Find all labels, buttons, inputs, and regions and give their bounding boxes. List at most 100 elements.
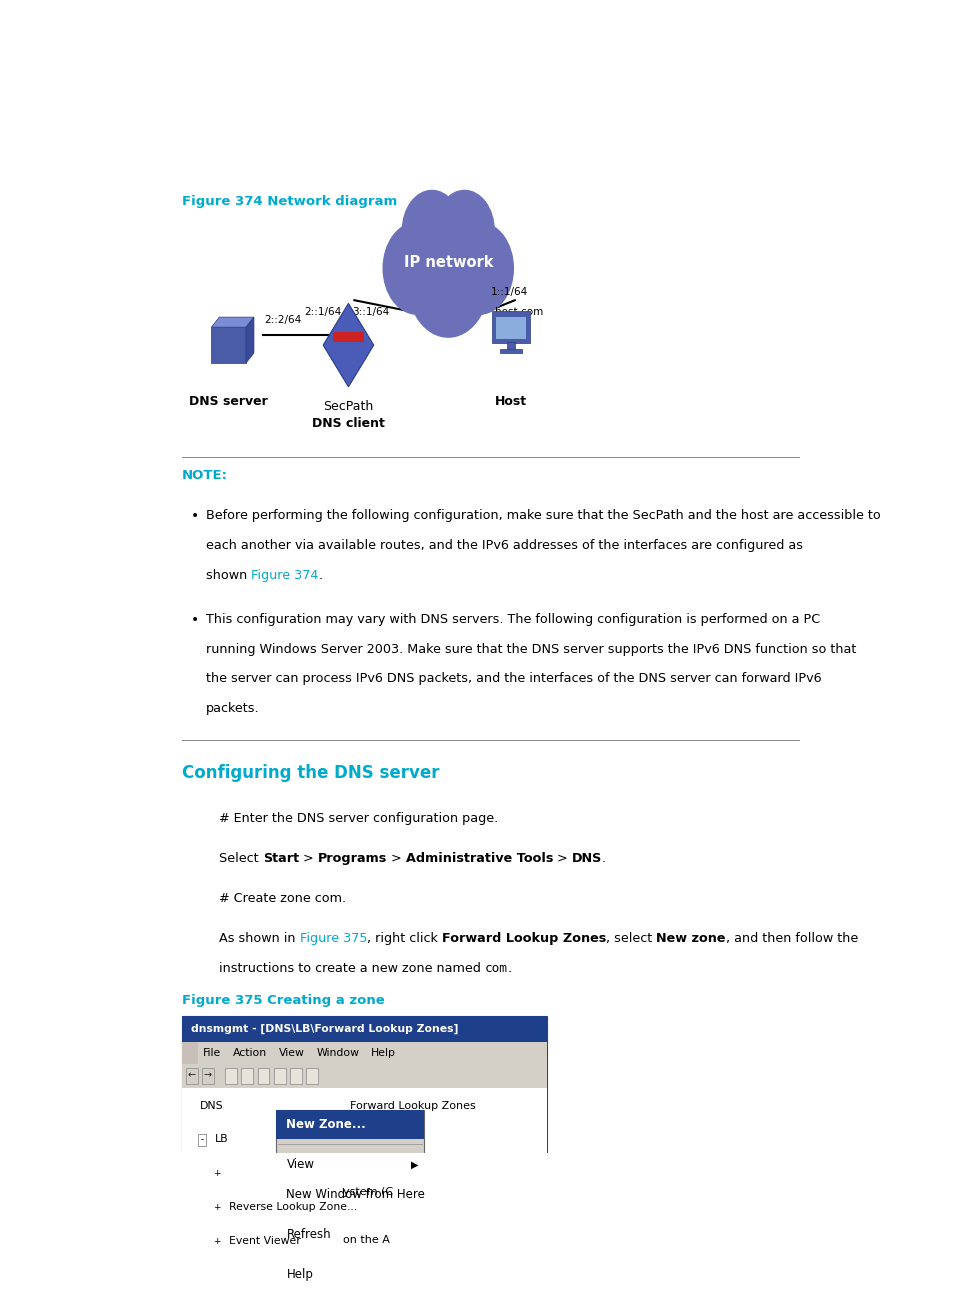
FancyBboxPatch shape (507, 342, 515, 351)
Text: 3::1/64: 3::1/64 (352, 307, 389, 318)
Text: dnsmgmt - [DNS\LB\Forward Lookup Zones]: dnsmgmt - [DNS\LB\Forward Lookup Zones] (191, 1024, 457, 1034)
Text: Figure 375 Creating a zone: Figure 375 Creating a zone (182, 994, 384, 1007)
FancyBboxPatch shape (499, 350, 521, 353)
FancyBboxPatch shape (213, 1169, 221, 1181)
Text: File: File (203, 1047, 221, 1058)
Circle shape (383, 223, 451, 314)
FancyBboxPatch shape (274, 1068, 285, 1083)
FancyBboxPatch shape (306, 1068, 317, 1083)
Text: ▶: ▶ (411, 1160, 417, 1169)
FancyBboxPatch shape (213, 1203, 221, 1214)
Text: Figure 374: Figure 374 (251, 569, 318, 582)
Polygon shape (323, 303, 374, 386)
Text: , select: , select (605, 932, 656, 945)
Text: w Zone: w Zone (342, 1139, 383, 1150)
Text: +: + (213, 1236, 220, 1245)
FancyBboxPatch shape (212, 327, 246, 363)
Polygon shape (333, 332, 363, 342)
Text: Host: Host (495, 395, 527, 408)
Text: ystem (C: ystem (C (342, 1187, 393, 1198)
Text: 729: 729 (476, 1117, 501, 1131)
FancyBboxPatch shape (275, 1109, 423, 1290)
FancyBboxPatch shape (182, 1016, 546, 1296)
Text: 1::1/64: 1::1/64 (490, 288, 527, 297)
FancyBboxPatch shape (225, 1068, 236, 1083)
Text: DNS server: DNS server (189, 395, 268, 408)
Text: instructions to create a new zone named: instructions to create a new zone named (219, 962, 484, 975)
Text: , right click: , right click (367, 932, 441, 945)
Text: >: > (298, 851, 317, 864)
Text: Reverse Lookup Zone...: Reverse Lookup Zone... (229, 1203, 357, 1212)
Text: SecPath: SecPath (323, 400, 374, 413)
Text: on the A: on the A (342, 1235, 389, 1245)
FancyBboxPatch shape (257, 1068, 269, 1083)
Text: Forward Lookup Zones: Forward Lookup Zones (229, 1169, 353, 1178)
Text: •: • (191, 509, 199, 522)
Circle shape (407, 227, 488, 337)
Text: .: . (601, 851, 605, 864)
Polygon shape (246, 318, 253, 363)
Text: •: • (191, 613, 199, 626)
FancyBboxPatch shape (213, 1236, 221, 1248)
Text: DNS: DNS (571, 851, 601, 864)
Text: Help: Help (371, 1047, 395, 1058)
Text: # Create zone com.: # Create zone com. (219, 892, 346, 905)
Text: com: com (484, 962, 507, 975)
FancyBboxPatch shape (202, 1068, 213, 1083)
FancyBboxPatch shape (184, 1164, 336, 1186)
Text: LB: LB (214, 1134, 228, 1144)
Text: Refresh: Refresh (286, 1227, 331, 1240)
Text: # Enter the DNS server configuration page.: # Enter the DNS server configuration pag… (219, 813, 497, 826)
FancyBboxPatch shape (197, 1134, 206, 1147)
Text: , and then follow the: , and then follow the (725, 932, 858, 945)
Text: View: View (278, 1047, 304, 1058)
Text: .: . (318, 569, 322, 582)
Text: .: . (507, 962, 512, 975)
FancyBboxPatch shape (290, 1068, 301, 1083)
Text: Before performing the following configuration, make sure that the SecPath and th: Before performing the following configur… (206, 509, 880, 522)
Text: Administrative Tools: Administrative Tools (405, 851, 553, 864)
Circle shape (402, 191, 461, 271)
Text: running Windows Server 2003. Make sure that the DNS server supports the IPv6 DNS: running Windows Server 2003. Make sure t… (206, 643, 855, 656)
Text: shown: shown (206, 569, 251, 582)
Text: Help: Help (286, 1267, 313, 1280)
Text: host.com: host.com (495, 307, 542, 318)
Text: >: > (553, 851, 571, 864)
FancyBboxPatch shape (182, 1042, 198, 1064)
Text: →: → (204, 1070, 212, 1081)
Text: View: View (286, 1157, 314, 1170)
Text: +: + (213, 1203, 220, 1212)
Text: Select: Select (219, 851, 262, 864)
Text: New Zone...: New Zone... (286, 1118, 366, 1131)
Text: Action: Action (233, 1047, 267, 1058)
Text: DNS client: DNS client (312, 417, 384, 430)
FancyBboxPatch shape (182, 1016, 546, 1042)
Circle shape (435, 191, 494, 271)
Text: This configuration may vary with DNS servers. The following configuration is per: This configuration may vary with DNS ser… (206, 613, 820, 626)
Text: Forward Lookup Zones: Forward Lookup Zones (350, 1100, 476, 1111)
Text: Figure 375: Figure 375 (299, 932, 367, 945)
Text: packets.: packets. (206, 702, 259, 715)
Text: Window: Window (316, 1047, 359, 1058)
Text: each another via available routes, and the IPv6 addresses of the interfaces are : each another via available routes, and t… (206, 539, 801, 552)
Polygon shape (212, 318, 253, 327)
Text: Figure 374 Network diagram: Figure 374 Network diagram (182, 196, 397, 209)
Text: Configuring the DNS server: Configuring the DNS server (182, 765, 439, 783)
Text: Event Viewer: Event Viewer (229, 1236, 301, 1247)
FancyBboxPatch shape (182, 1064, 546, 1087)
Circle shape (402, 198, 494, 323)
FancyBboxPatch shape (338, 1087, 546, 1296)
Text: Start: Start (262, 851, 298, 864)
Text: DNS: DNS (199, 1100, 223, 1111)
Text: Programs: Programs (317, 851, 386, 864)
FancyBboxPatch shape (186, 1068, 197, 1083)
Circle shape (445, 223, 513, 314)
Text: +: + (213, 1169, 220, 1178)
Text: the server can process IPv6 DNS packets, and the interfaces of the DNS server ca: the server can process IPv6 DNS packets,… (206, 673, 821, 686)
Text: New Window from Here: New Window from Here (286, 1188, 425, 1201)
Text: IP network: IP network (403, 255, 493, 270)
FancyBboxPatch shape (182, 1042, 546, 1064)
Text: New zone: New zone (656, 932, 725, 945)
Text: >: > (386, 851, 405, 864)
FancyBboxPatch shape (492, 311, 529, 343)
